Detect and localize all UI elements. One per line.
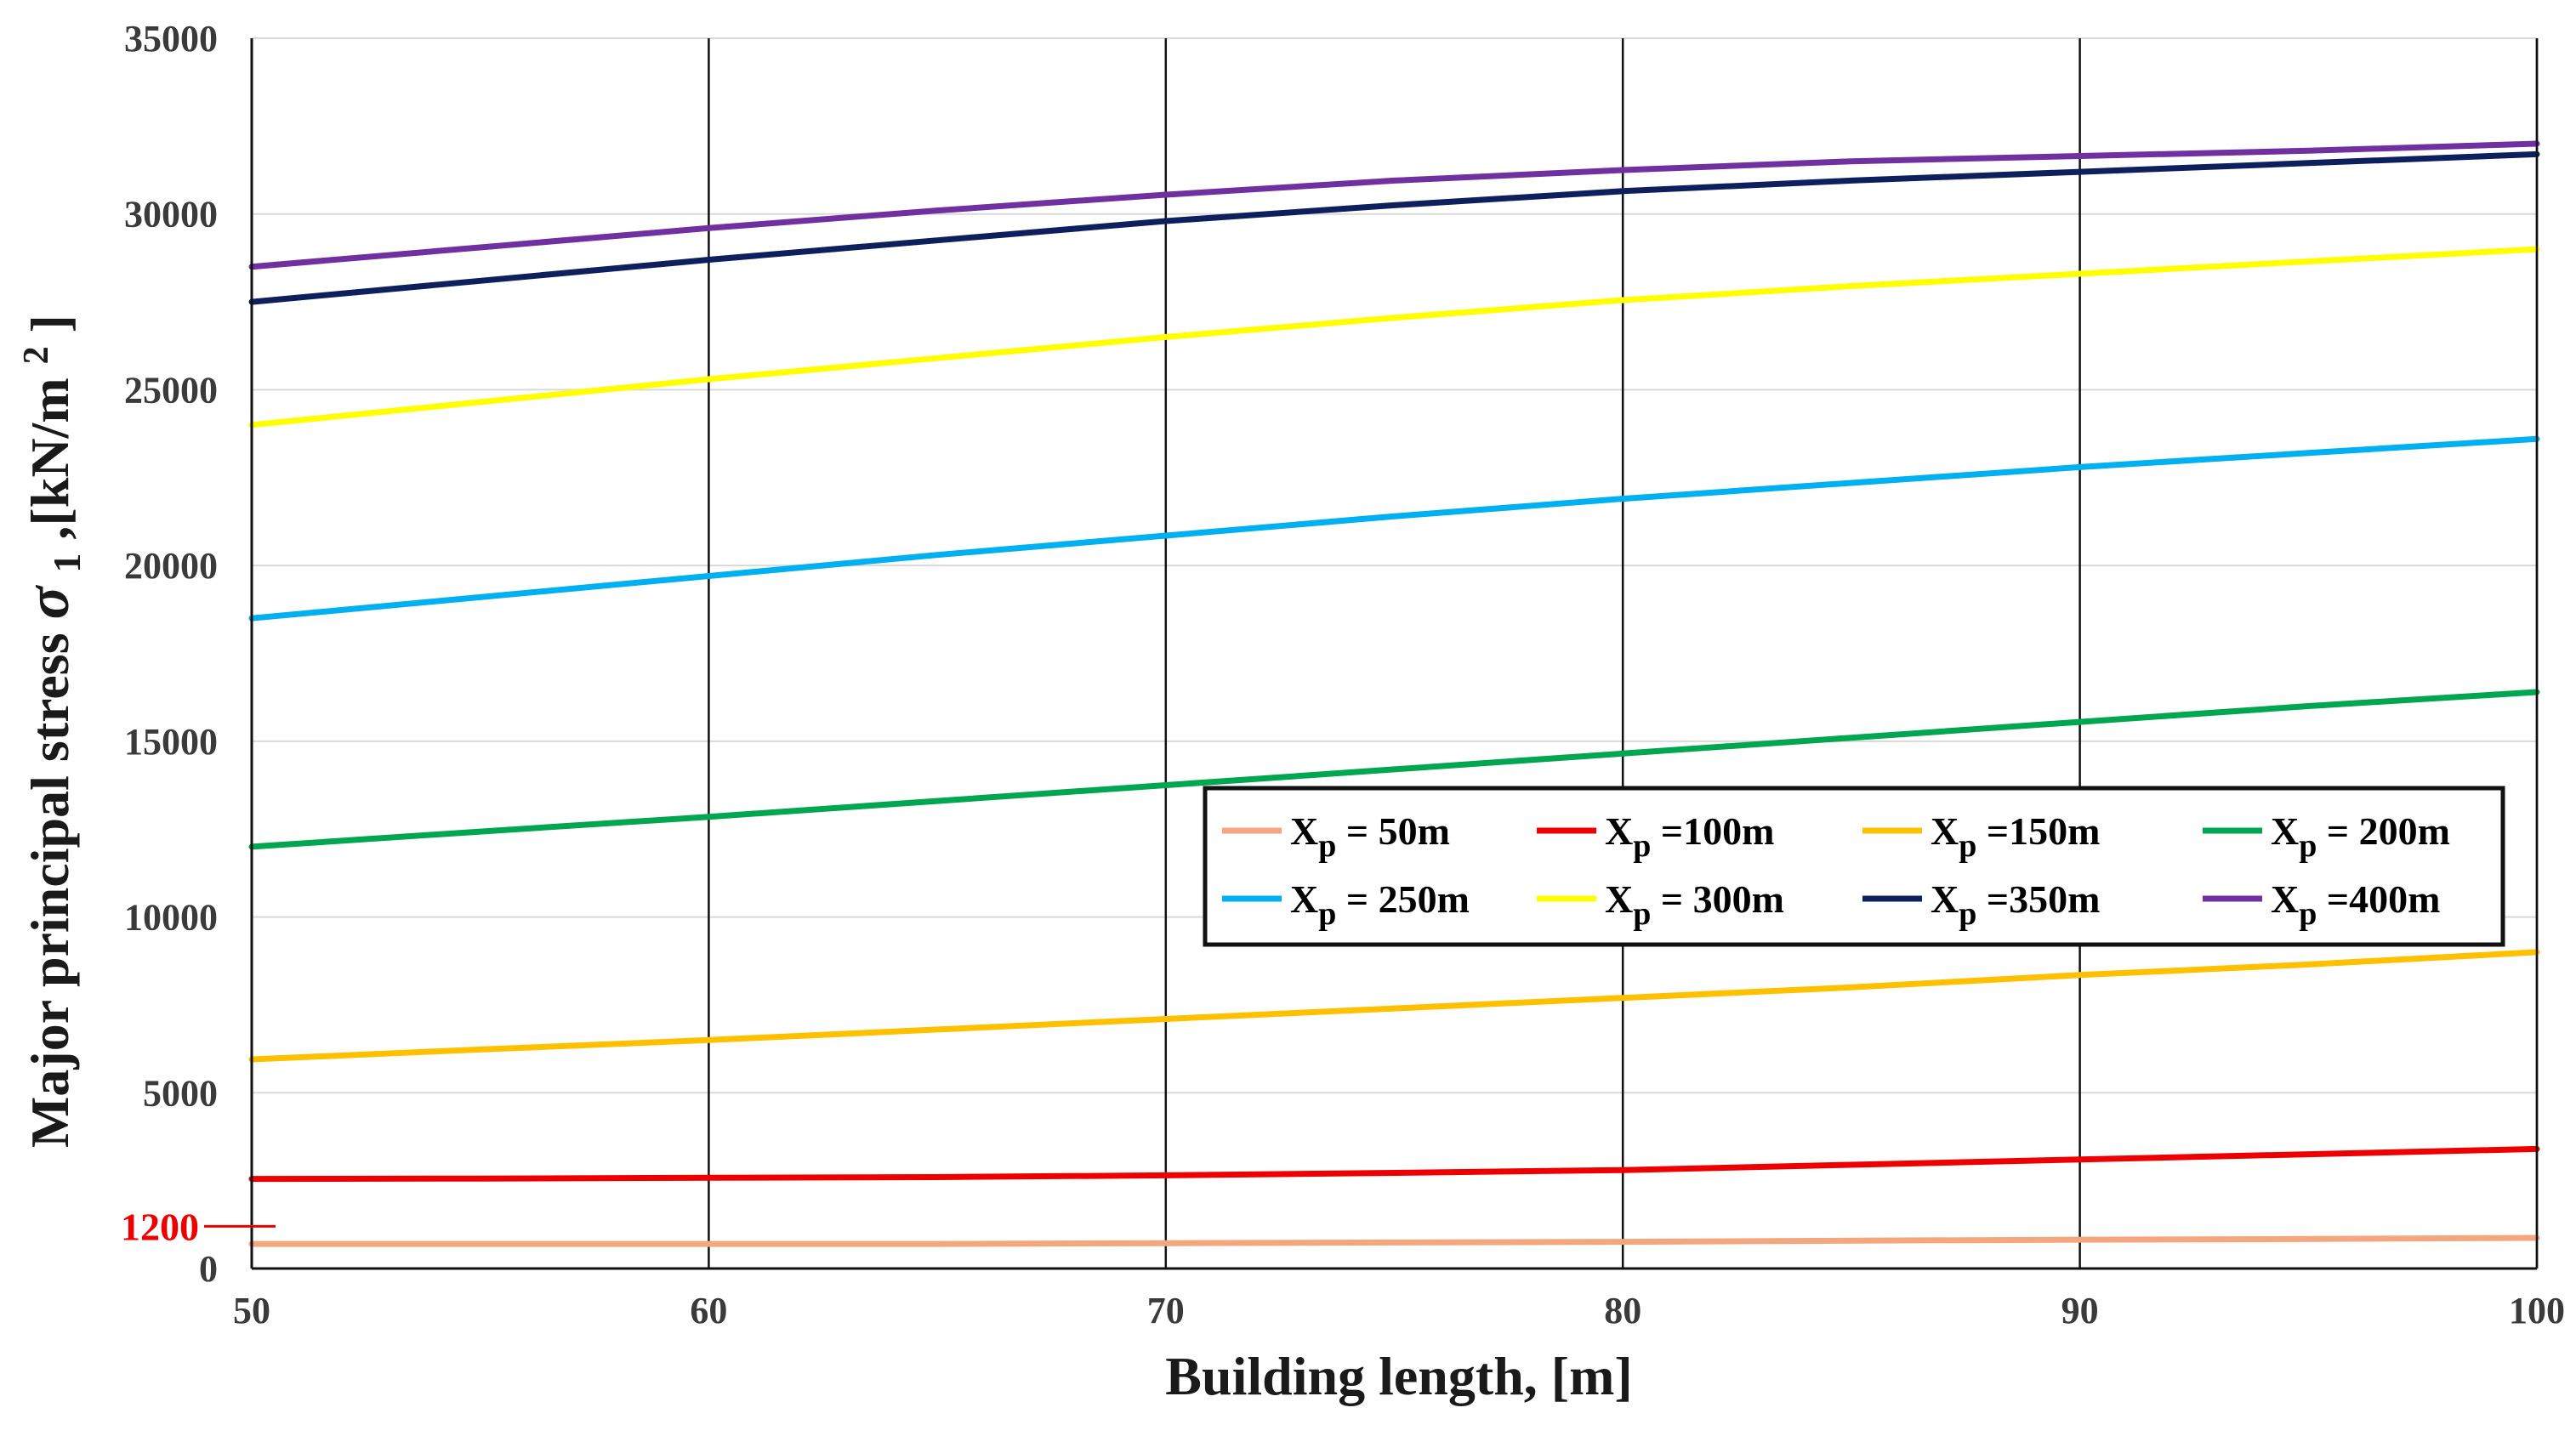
y-tick-label: 10000: [124, 897, 218, 939]
axes: [250, 38, 2539, 1270]
series-line-2: [248, 1145, 2540, 1183]
series-layer: [248, 140, 2540, 1247]
y-axis-sigma-symbol: σ: [14, 584, 82, 619]
y-tick-label: 30000: [124, 194, 218, 236]
series-line-3: [248, 949, 2540, 1063]
y-tick-label: 20000: [124, 545, 218, 587]
legend-label-4: Xp = 200m: [2271, 809, 2450, 864]
y-axis-sigma-subscript: 1: [45, 553, 88, 573]
x-tick-label: 90: [2061, 1290, 2099, 1331]
y-axis-unit-suffix: ]: [20, 315, 80, 332]
y-tick-label: 0: [199, 1248, 218, 1290]
y-tick-label: 35000: [124, 18, 218, 60]
legend-box: [1203, 786, 2505, 947]
y-tick-label: 5000: [143, 1072, 218, 1114]
x-axis-title: Building length, [m]: [1165, 1346, 1632, 1406]
legend-label-8: Xp =400m: [2271, 877, 2440, 932]
series-line-4: [248, 689, 2540, 850]
series-line-6: [248, 246, 2540, 429]
x-tick-label: 60: [690, 1290, 727, 1331]
series-line-1: [248, 1235, 2540, 1247]
y-tick-label: 15000: [124, 721, 218, 763]
y-axis-title-text: Major principal stress: [20, 619, 80, 1148]
annotation-label: 1200: [121, 1205, 199, 1248]
y-tick-label: 25000: [124, 369, 218, 411]
tick-labels: 0 5000 10000 15000 20000 25000 30000 35000 50 60 7…: [124, 18, 2565, 1331]
legend-label-2: Xp =100m: [1605, 809, 1774, 864]
x-tick-label: 100: [2509, 1290, 2565, 1331]
annotation-1200: 1200: [121, 1205, 276, 1248]
legend-label-1: Xp = 50m: [1290, 809, 1450, 864]
x-tick-label: 80: [1604, 1290, 1641, 1331]
legend-label-3: Xp =150m: [1931, 809, 2100, 864]
series-line-7: [248, 150, 2540, 305]
series-line-8: [248, 140, 2540, 270]
y-axis-unit-prefix: ,[kN/m: [20, 377, 80, 539]
y-axis-unit-superscript: 2: [17, 346, 56, 364]
x-tick-label: 70: [1147, 1290, 1185, 1331]
legend-label-5: Xp = 250m: [1290, 877, 1470, 932]
legend-label-7: Xp =350m: [1931, 877, 2100, 932]
legend-label-6: Xp = 300m: [1605, 877, 1784, 932]
legend: Xp = 50m Xp =100m Xp =150m Xp = 200m Xp = 25…: [1203, 786, 2505, 947]
x-tick-label: 50: [233, 1290, 270, 1331]
series-line-5: [248, 435, 2540, 622]
y-axis-title: Major principal stress σ 1 ,[kN/m 2 ]: [0, 315, 92, 1148]
